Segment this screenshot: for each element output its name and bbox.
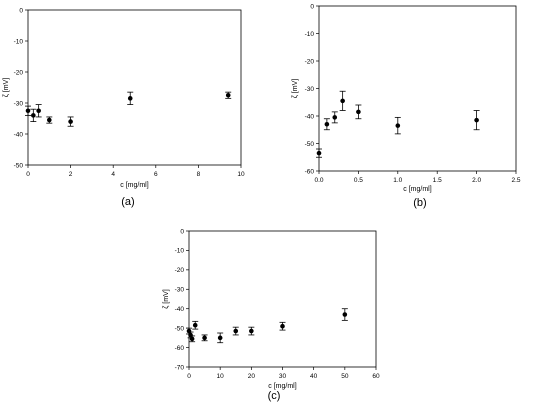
y-tick-label: -60 [175, 345, 185, 352]
y-tick-label: 0 [180, 228, 184, 235]
y-tick-label: -40 [14, 131, 24, 138]
data-point [342, 312, 348, 317]
x-axis-label: c [mg/ml] [403, 186, 431, 193]
panel-label: (a) [121, 196, 134, 208]
chart-panel-2: 0.0 0.5 1.0 1.5 2.0 2.5 0 -10 -20 -30 -40 -50 -60 c [… [292, 3, 521, 209]
x-tick-label: 2.5 [511, 177, 520, 184]
data-point [47, 117, 52, 123]
y-tick-label: -30 [175, 287, 185, 294]
x-tick-label: 0.5 [354, 177, 363, 184]
x-tick-label: 1.0 [393, 177, 402, 184]
y-tick-label: -10 [14, 38, 24, 45]
x-tick-label: 0.0 [314, 177, 323, 184]
x-tick-label: 2 [69, 171, 73, 178]
x-tick-label: 60 [372, 373, 380, 380]
y-tick-label: 0 [310, 3, 314, 10]
plot-frame [27, 9, 242, 166]
y-tick-label: -70 [175, 364, 185, 371]
panel-label: (c) [268, 390, 281, 402]
x-tick-label: 30 [279, 373, 287, 380]
data-point [332, 115, 338, 120]
x-tick-label: 10 [237, 171, 245, 178]
y-tick-label: -30 [14, 100, 24, 107]
x-tick-label: 50 [341, 373, 349, 380]
y-tick-label: -20 [175, 267, 185, 274]
x-tick-label: 6 [154, 171, 158, 178]
y-tick-label: -50 [14, 162, 24, 169]
panel-label: (b) [413, 197, 426, 209]
y-axis-label: ζ [mV] [3, 78, 10, 97]
y-tick-label: -50 [175, 325, 185, 332]
x-tick-label: 0 [187, 373, 191, 380]
y-axis-label: ζ [mV] [292, 79, 299, 98]
data-point [356, 109, 361, 115]
x-axis-label: c [mg/ml] [268, 383, 296, 390]
x-tick-label: 40 [310, 373, 318, 380]
x-tick-label: 1.5 [433, 177, 442, 184]
data-point [233, 328, 239, 334]
data-point [340, 98, 345, 104]
plot-frame [188, 230, 377, 368]
y-tick-label: -20 [14, 69, 24, 76]
data-point [395, 123, 401, 128]
data-point [225, 92, 231, 98]
x-axis-label: c [mg/ml] [120, 182, 148, 189]
data-point [474, 117, 479, 123]
data-point [192, 322, 198, 328]
y-tick-label: -40 [175, 306, 185, 313]
x-tick-label: 4 [111, 171, 115, 178]
x-tick-label: 10 [217, 373, 225, 380]
data-point [68, 119, 73, 124]
data-point [36, 108, 41, 114]
plot-frame [318, 5, 517, 172]
x-tick-label: 20 [248, 373, 256, 380]
data-point [202, 335, 207, 341]
data-point [249, 328, 254, 334]
data-point [217, 335, 223, 341]
chart-panel-1: 0 2 4 6 8 10 0 -10 -20 -30 -40 -50 c [mg/ml] ζ [mV] (a… [3, 7, 245, 208]
data-point [324, 121, 330, 127]
y-tick-label: -10 [305, 31, 315, 38]
y-tick-label: -20 [305, 58, 315, 65]
data-point [189, 336, 195, 342]
y-tick-label: 0 [19, 7, 23, 14]
y-tick-label: -40 [305, 113, 315, 120]
y-tick-label: -10 [175, 248, 185, 255]
y-tick-label: -30 [305, 86, 315, 93]
data-point [25, 108, 31, 114]
data-point [280, 323, 285, 329]
y-tick-label: -60 [305, 168, 315, 175]
x-tick-label: 2.0 [472, 177, 481, 184]
chart-panel-3: 0 10 20 30 40 50 60 0 -10 -20 -30 -40 -50 -60 -70 c [mg… [163, 228, 380, 402]
y-tick-label: -50 [305, 141, 315, 148]
data-point [316, 150, 322, 156]
data-point [127, 96, 133, 101]
x-tick-label: 8 [197, 171, 201, 178]
x-tick-label: 0 [26, 171, 30, 178]
y-axis-label: ζ [mV] [163, 289, 170, 308]
data-point [31, 113, 36, 118]
